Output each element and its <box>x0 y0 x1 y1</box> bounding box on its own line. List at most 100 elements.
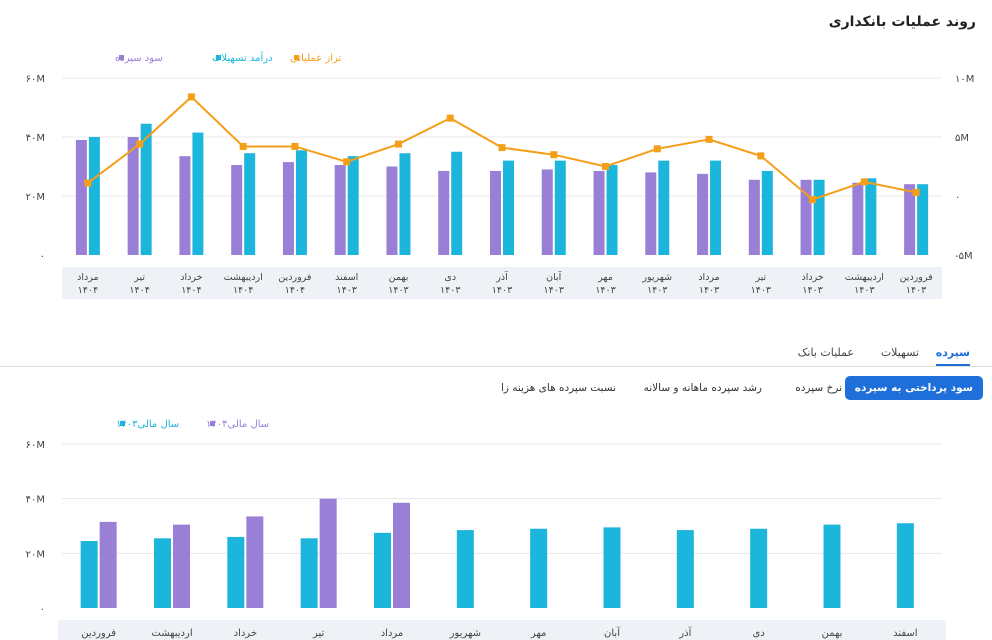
x-tick-month: تیر <box>754 272 766 283</box>
x-tick-year: ۱۴۰۳ <box>336 285 356 296</box>
x-tick-year: ۱۴۰۴ <box>129 285 149 296</box>
bar-facility-income <box>451 151 463 255</box>
line-point-operating-balance <box>446 114 454 122</box>
tab-facilities[interactable]: تسهیلات <box>880 346 919 359</box>
x-tick-month: خرداد <box>801 272 823 283</box>
x-tick-month: اردیبهشت <box>151 628 192 639</box>
right-tick-label: -۵M <box>955 251 973 262</box>
bar-fy1403 <box>300 538 318 608</box>
bar-fy1404 <box>246 516 264 608</box>
line-point-operating-balance <box>239 142 247 150</box>
x-tick-month: آبان <box>546 270 562 283</box>
legend-label-0: سال مالی۱۴۰۳ <box>116 419 179 430</box>
bar-facility-income <box>140 123 152 255</box>
page-title: روند عملیات بانکداری <box>828 14 976 30</box>
bar-facility-income <box>192 132 204 255</box>
x-tick-year: ۱۴۰۳ <box>751 285 771 296</box>
x-tick-month: مهر <box>597 272 613 283</box>
x-tick-month: اردیبهشت <box>224 272 263 283</box>
line-point-operating-balance <box>860 178 868 186</box>
line-point-operating-balance <box>550 151 558 159</box>
bar-deposit-interest <box>645 172 657 255</box>
bar-deposit-interest <box>904 184 916 255</box>
legend-swatch-2 <box>294 55 299 60</box>
legend-label-1: سال مالی۱۴۰۴ <box>206 419 269 430</box>
bar-facility-income <box>347 156 359 255</box>
bar-deposit-interest <box>334 165 346 255</box>
bar-facility-income <box>917 184 929 255</box>
bar-deposit-interest <box>852 182 864 255</box>
line-point-operating-balance <box>498 144 506 152</box>
x-tick-month: تیر <box>133 272 145 283</box>
bar-deposit-interest <box>386 166 398 255</box>
bar-facility-income <box>761 170 773 255</box>
x-tick-month: دی <box>753 628 765 639</box>
x-tick-year: ۱۴۰۴ <box>233 285 253 296</box>
bar-facility-income <box>295 150 307 255</box>
bar-fy1403 <box>823 524 841 608</box>
bar-facility-income <box>503 160 514 255</box>
deposit-interest-chart: سال مالی۱۴۰۳ سال مالی۱۴۰۴ ۰ ۲۰M ۴۰M ۶۰M فروردی… <box>26 419 946 640</box>
bar-deposit-interest <box>541 169 553 255</box>
x-tick-year: ۱۴۰۳ <box>699 285 719 296</box>
x-tick-month: مرداد <box>381 628 404 639</box>
bar-deposit-interest <box>231 165 243 255</box>
bar-fy1403 <box>676 530 694 608</box>
subtab-costly-deposit-ratio[interactable]: نسبت سپرده های هزینه زا <box>500 382 616 394</box>
x-tick-month: مرداد <box>698 272 719 283</box>
bar-fy1404 <box>393 502 410 608</box>
bar-fy1404 <box>319 498 337 608</box>
subtab-deposit-rate[interactable]: نرخ سپرده <box>795 382 842 394</box>
x-tick-year: ۱۴۰۳ <box>595 285 615 296</box>
x-tick-month: مهر <box>530 628 546 639</box>
x-tick-month: آذر <box>495 270 508 283</box>
left-tick-label: ۰ <box>40 604 45 615</box>
bar-facility-income <box>813 179 825 255</box>
line-point-operating-balance <box>84 179 92 187</box>
x-tick-year: ۱۴۰۳ <box>544 285 564 296</box>
x-tick-year: ۱۴۰۳ <box>854 285 874 296</box>
bar-fy1403 <box>154 538 171 608</box>
x-tick-month: بهمن <box>389 272 409 283</box>
legend-swatch-0 <box>119 55 124 60</box>
line-point-operating-balance <box>343 158 351 166</box>
line-point-operating-balance <box>187 93 195 101</box>
x-tick-month: آذر <box>678 626 692 639</box>
legend-label-1: درآمد تسهیلات <box>212 51 273 64</box>
x-tick-year: ۱۴۰۳ <box>906 285 926 296</box>
subtab-deposit-growth[interactable]: رشد سپرده ماهانه و سالانه <box>643 382 762 394</box>
x-axis-band <box>62 267 942 299</box>
line-point-operating-balance <box>705 135 713 143</box>
left-tick-label: ۲۰M <box>26 549 45 560</box>
x-tick-month: بهمن <box>822 628 843 639</box>
x-tick-month: خرداد <box>234 628 257 639</box>
x-tick-month: شهریور <box>641 272 672 283</box>
line-point-operating-balance <box>291 142 299 150</box>
bar-fy1404 <box>173 524 190 608</box>
bar-facility-income <box>865 178 877 255</box>
bar-deposit-interest <box>127 137 139 255</box>
x-tick-year: ۱۴۰۳ <box>440 285 460 296</box>
bar-deposit-interest <box>438 170 450 255</box>
x-tick-month: آبان <box>604 626 621 639</box>
legend-swatch-1 <box>216 55 221 60</box>
x-tick-month: فروردین <box>900 272 933 283</box>
left-tick-label: ۰ <box>40 251 45 262</box>
bar-fy1403 <box>603 527 621 608</box>
line-point-operating-balance <box>912 188 920 196</box>
right-tick-label: ۱۰M <box>955 74 974 85</box>
bar-facility-income <box>88 137 100 255</box>
bar-deposit-interest <box>282 162 294 255</box>
bar-facility-income <box>554 160 566 255</box>
bar-facility-income <box>399 153 411 255</box>
left-tick-label: ۴۰M <box>26 495 45 506</box>
tab-bank-operations[interactable]: عملیات بانک <box>797 346 854 359</box>
x-tick-month: تیر <box>312 628 325 639</box>
tab-deposit[interactable]: سپرده <box>935 346 970 366</box>
right-tick-label: ۰ <box>955 192 960 203</box>
tab-bar: سپرده تسهیلات عملیات بانک <box>0 340 992 367</box>
bar-fy1403 <box>374 532 391 608</box>
x-tick-month: اسفند <box>893 628 917 639</box>
subtab-deposit-interest[interactable]: سود پرداختی به سپرده <box>844 376 983 400</box>
bar-deposit-interest <box>593 170 605 255</box>
